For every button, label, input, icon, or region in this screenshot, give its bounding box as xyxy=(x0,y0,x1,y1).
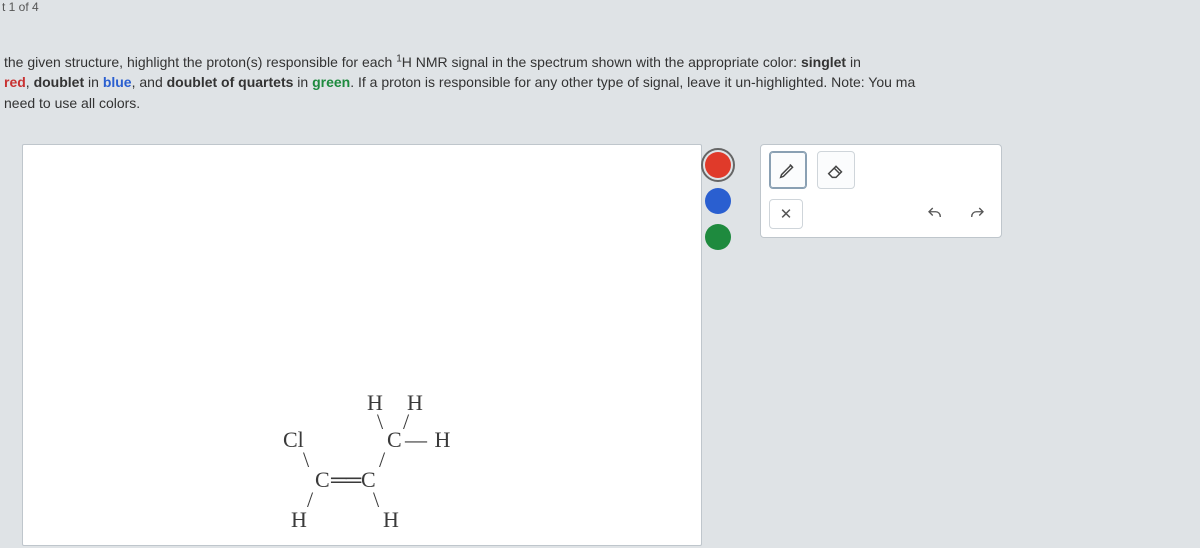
prompt-text: , and xyxy=(132,74,167,90)
close-icon: ✕ xyxy=(780,205,793,223)
clear-button[interactable]: ✕ xyxy=(769,199,803,229)
marker-tool[interactable] xyxy=(769,151,807,189)
bond: / xyxy=(379,447,385,473)
prompt-text: in xyxy=(293,74,312,90)
bond: \ xyxy=(373,487,379,513)
undo-button[interactable] xyxy=(919,200,951,228)
toolbar-row: ✕ xyxy=(769,199,993,229)
eraser-icon xyxy=(825,159,847,181)
eraser-tool[interactable] xyxy=(817,151,855,189)
bond: \ xyxy=(303,447,309,473)
atom-h[interactable]: H xyxy=(291,507,307,533)
prompt-text: the given structure, highlight the proto… xyxy=(4,54,396,70)
prompt-text: need to use all colors. xyxy=(4,95,140,111)
bond: / xyxy=(307,487,313,513)
prompt-text: . If a proton is responsible for any oth… xyxy=(350,74,915,90)
prompt-text: H NMR signal in the spectrum shown with … xyxy=(402,54,801,70)
atom-c: C xyxy=(315,467,330,493)
color-swatch-green[interactable] xyxy=(705,224,731,250)
drawing-canvas[interactable]: H H \ / C — H Cl \ / C ══ C / \ H H xyxy=(22,144,702,546)
prompt-text: in xyxy=(846,54,861,70)
prompt-bold: singlet xyxy=(801,54,846,70)
color-swatch-blue[interactable] xyxy=(705,188,731,214)
color-palette xyxy=(705,152,731,250)
prompt-bold: doublet of quartets xyxy=(167,74,294,90)
atom-h[interactable]: H xyxy=(407,390,423,416)
question-prompt: the given structure, highlight the proto… xyxy=(0,50,1200,121)
prompt-color-red: red xyxy=(4,74,26,90)
redo-icon xyxy=(967,205,987,223)
double-bond: ══ xyxy=(331,467,360,493)
atom-cl[interactable]: Cl xyxy=(283,427,304,453)
marker-icon xyxy=(777,159,799,181)
prompt-text: in xyxy=(84,74,103,90)
atom-h[interactable]: H xyxy=(383,507,399,533)
toolbar: ✕ xyxy=(760,144,1002,238)
prompt-color-blue: blue xyxy=(103,74,132,90)
page: t 1 of 4 the given structure, highlight … xyxy=(0,0,1200,548)
toolbar-row xyxy=(769,151,993,189)
atom-c: C xyxy=(387,427,402,453)
prompt-text: , xyxy=(26,74,34,90)
prompt-color-green: green xyxy=(312,74,350,90)
color-swatch-red[interactable] xyxy=(705,152,731,178)
bond: \ xyxy=(377,409,383,435)
prompt-bold: doublet xyxy=(34,74,85,90)
undo-icon xyxy=(925,205,945,223)
breadcrumb-stub: t 1 of 4 xyxy=(2,0,39,14)
bond-h[interactable]: — H xyxy=(405,427,451,453)
redo-button[interactable] xyxy=(961,200,993,228)
